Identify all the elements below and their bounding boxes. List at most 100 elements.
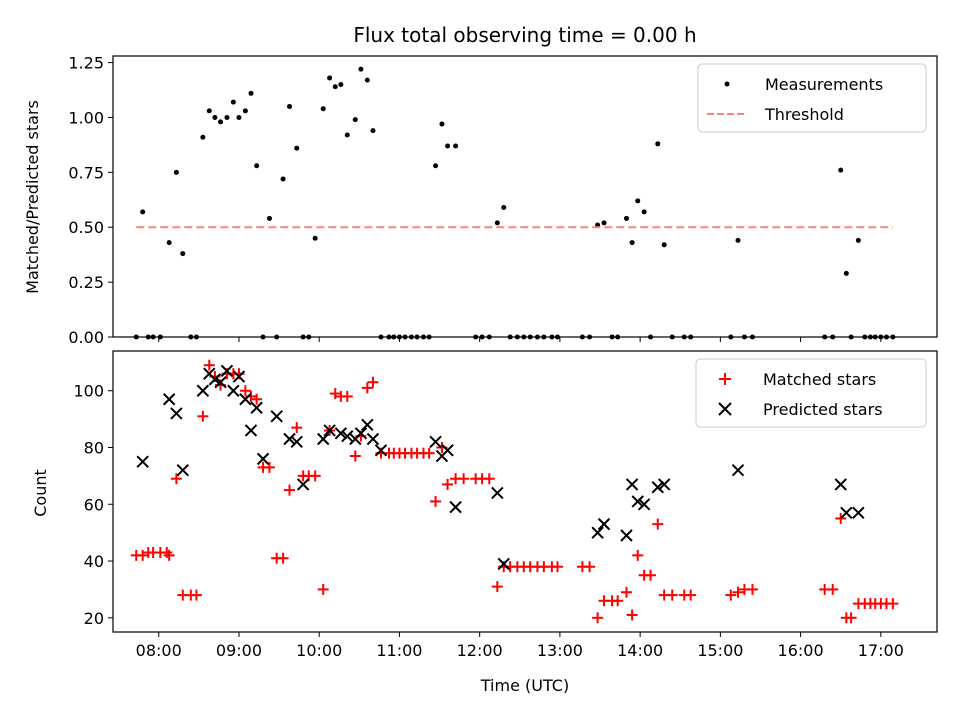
measurement-point xyxy=(312,235,318,241)
bottom-x-axis-label: Time (UTC) xyxy=(480,676,569,695)
top-y-tick-label: 0.00 xyxy=(68,328,104,347)
bottom-x-ticks: 08:00 09:00 10:00 11:00 12:00 13:00 14:00 15:00… xyxy=(136,632,904,660)
legend-label-matched-stars: Matched stars xyxy=(763,370,876,389)
legend-marker-measurements xyxy=(724,81,730,87)
top-axes-frame xyxy=(112,55,938,338)
matched-star-marker xyxy=(170,473,182,485)
measurement-point xyxy=(843,270,849,276)
predicted-star-marker xyxy=(597,517,611,531)
measurement-point xyxy=(364,77,370,83)
predicted-star-marker xyxy=(491,486,504,500)
matched-star-marker xyxy=(277,552,289,564)
matched-star-marker xyxy=(197,410,209,422)
measurement-point xyxy=(338,82,344,88)
measurement-point xyxy=(254,163,260,169)
bottom-legend: Matched stars Predicted stars xyxy=(695,358,927,428)
bottom-y-tick-label: 60 xyxy=(84,495,104,514)
predicted-star-marker xyxy=(176,464,190,477)
matched-star-marker xyxy=(203,359,215,371)
predicted-star-marker xyxy=(250,401,263,414)
matched-star-marker xyxy=(263,461,275,473)
predicted-star-marker xyxy=(220,364,234,378)
matched-star-marker xyxy=(725,589,737,601)
bottom-y-tick-label: 100 xyxy=(73,382,104,401)
bottom-y-ticks: 20 40 60 80 100 xyxy=(73,382,113,628)
predicted-star-marker xyxy=(625,478,639,491)
measurement-point xyxy=(230,99,236,105)
measurement-point xyxy=(855,237,861,243)
matched-star-marker xyxy=(349,450,361,462)
predicted-star-marker xyxy=(449,500,462,514)
predicted-star-marker xyxy=(852,506,865,519)
x-tick-label: 17:00 xyxy=(858,641,904,660)
matched-star-marker xyxy=(827,583,839,595)
predicted-star-marker xyxy=(256,452,270,466)
predicted-star-marker xyxy=(323,424,336,437)
predicted-star-marker xyxy=(244,424,258,437)
measurement-point xyxy=(180,251,186,257)
bottom-data-layer xyxy=(130,359,899,624)
top-legend: Measurements Threshold xyxy=(697,63,927,133)
measurement-point xyxy=(248,90,254,96)
x-tick-label: 15:00 xyxy=(697,641,743,660)
matched-star-marker xyxy=(652,518,664,530)
predicted-star-marker xyxy=(317,432,330,446)
predicted-star-marker xyxy=(341,429,354,443)
predicted-star-marker xyxy=(136,455,149,468)
measurement-point xyxy=(218,119,224,125)
predicted-star-marker xyxy=(239,393,252,406)
matched-star-marker xyxy=(284,484,296,496)
measurement-point xyxy=(332,84,338,90)
predicted-star-marker xyxy=(834,478,847,491)
measurement-point xyxy=(236,114,242,120)
predicted-star-marker xyxy=(227,384,240,397)
legend-label-measurements: Measurements xyxy=(765,75,883,94)
predicted-star-marker xyxy=(283,432,296,446)
matched-star-marker xyxy=(458,473,470,485)
top-y-axis-label: Matched/Predicted stars xyxy=(23,100,42,294)
matched-star-marker xyxy=(361,382,373,394)
matched-star-marker xyxy=(632,549,644,561)
measurement-point xyxy=(287,103,293,109)
matched-star-marker xyxy=(887,598,899,610)
matched-star-marker xyxy=(584,561,596,573)
matched-star-marker xyxy=(592,612,604,624)
x-tick-label: 14:00 xyxy=(617,641,663,660)
matched-star-marker xyxy=(746,583,758,595)
legend-label-threshold: Threshold xyxy=(764,105,844,124)
matched-star-marker xyxy=(645,569,657,581)
top-y-tick-label: 0.50 xyxy=(68,218,104,237)
predicted-star-marker xyxy=(196,384,210,397)
matched-star-marker xyxy=(317,583,329,595)
top-data-layer xyxy=(133,66,896,340)
measurement-point xyxy=(173,169,179,175)
top-y-tick-label: 1.25 xyxy=(68,54,104,73)
predicted-star-marker xyxy=(497,557,510,571)
predicted-star-marker xyxy=(731,464,745,477)
measurement-point xyxy=(370,128,376,134)
x-tick-label: 13:00 xyxy=(537,641,583,660)
matched-star-marker xyxy=(239,385,251,397)
measurement-point xyxy=(242,108,248,114)
predicted-star-marker xyxy=(361,418,374,432)
predicted-star-marker xyxy=(296,478,310,491)
x-tick-label: 08:00 xyxy=(136,641,182,660)
predicted-star-marker xyxy=(162,393,176,406)
matched-star-marker xyxy=(626,609,638,621)
bottom-y-axis-label: Count xyxy=(31,469,50,517)
predicted-star-marker xyxy=(591,526,604,539)
predicted-star-marker xyxy=(170,407,183,420)
measurement-point xyxy=(352,117,358,123)
measurement-point xyxy=(206,108,212,114)
matched-star-marker xyxy=(137,549,149,561)
matched-star-marker xyxy=(491,581,503,593)
x-tick-label: 10:00 xyxy=(296,641,342,660)
bottom-panel: 20 40 60 80 100 08:00 09:00 10:00 11:00 12:00 13:… xyxy=(31,350,938,695)
matched-star-marker xyxy=(732,586,744,598)
matched-star-marker xyxy=(251,393,263,405)
matched-star-marker xyxy=(291,422,303,434)
matched-star-marker xyxy=(329,388,341,400)
measurement-point xyxy=(294,145,300,151)
measurement-point xyxy=(200,134,206,140)
